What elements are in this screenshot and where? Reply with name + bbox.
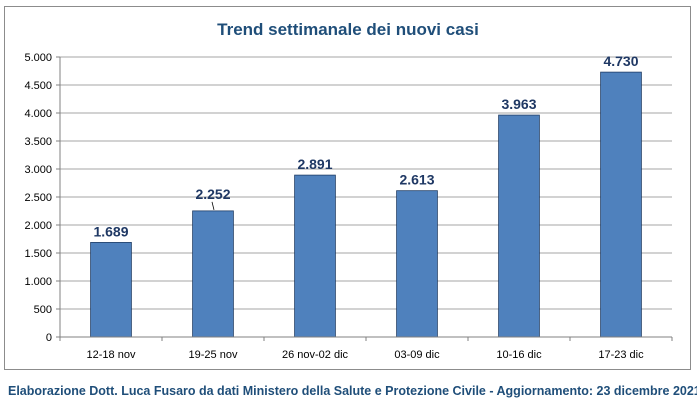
data-label: 3.963 bbox=[501, 96, 536, 112]
y-tick-label: 500 bbox=[34, 304, 52, 316]
y-tick-label: 3.000 bbox=[24, 164, 52, 176]
y-tick-label: 2.500 bbox=[24, 192, 52, 204]
data-labels: 1.689 2.252 2.891 2.613 3.963 4.730 bbox=[93, 53, 638, 239]
data-label: 4.730 bbox=[603, 53, 638, 69]
source-caption: Elaborazione Dott. Luca Fusaro da dati M… bbox=[8, 384, 697, 398]
y-tick-label: 2.000 bbox=[24, 220, 52, 232]
bar-chart: Trend settimanale dei nuovi casi 0 500 1.0… bbox=[24, 20, 673, 361]
x-tick-label: 03-09 dic bbox=[394, 349, 440, 361]
bar bbox=[600, 71, 642, 338]
axes bbox=[56, 56, 673, 341]
data-label: 1.689 bbox=[93, 223, 128, 239]
y-tick-label: 4.000 bbox=[24, 108, 52, 120]
bar bbox=[498, 114, 540, 338]
y-tick-label: 3.500 bbox=[24, 136, 52, 148]
bar bbox=[192, 210, 234, 338]
y-tick-label: 1.500 bbox=[24, 248, 52, 260]
data-label: 2.891 bbox=[297, 156, 332, 172]
x-tick-label: 17-23 dic bbox=[598, 349, 644, 361]
bar bbox=[90, 242, 132, 338]
gridlines bbox=[60, 56, 672, 310]
y-tick-label: 1.000 bbox=[24, 276, 52, 288]
bar bbox=[294, 174, 336, 338]
x-tick-label: 12-18 nov bbox=[87, 349, 136, 361]
bar bbox=[396, 190, 438, 338]
x-tick-label: 19-25 nov bbox=[189, 349, 238, 361]
y-tick-label: 5.000 bbox=[24, 52, 52, 64]
data-label: 2.252 bbox=[195, 186, 230, 202]
bars bbox=[90, 71, 642, 338]
y-axis-ticks: 0 500 1.000 1.500 2.000 2.500 3.000 3.500 4.000 4… bbox=[24, 52, 52, 344]
y-tick-label: 0 bbox=[46, 332, 52, 344]
x-tick-label: 26 nov-02 dic bbox=[282, 349, 349, 361]
y-tick-label: 4.500 bbox=[24, 80, 52, 92]
x-axis-ticks: 12-18 nov 19-25 nov 26 nov-02 dic 03-09 dic… bbox=[87, 349, 645, 361]
data-label: 2.613 bbox=[399, 172, 434, 188]
chart-title: Trend settimanale dei nuovi casi bbox=[217, 20, 479, 39]
x-tick-label: 10-16 dic bbox=[496, 349, 542, 361]
data-label-leader bbox=[211, 201, 215, 210]
